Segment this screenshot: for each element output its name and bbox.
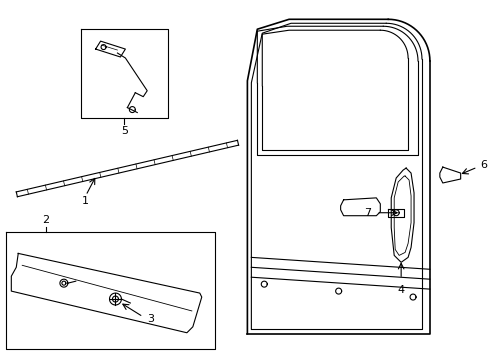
Text: 6: 6 (480, 160, 487, 170)
Text: 5: 5 (121, 126, 128, 136)
Text: 4: 4 (397, 285, 404, 295)
Text: 7: 7 (364, 208, 370, 218)
Text: 3: 3 (147, 314, 154, 324)
Text: 2: 2 (42, 215, 49, 225)
Text: 1: 1 (82, 196, 89, 206)
